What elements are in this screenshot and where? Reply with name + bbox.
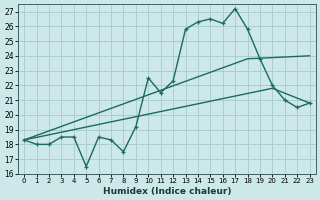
X-axis label: Humidex (Indice chaleur): Humidex (Indice chaleur) bbox=[103, 187, 231, 196]
